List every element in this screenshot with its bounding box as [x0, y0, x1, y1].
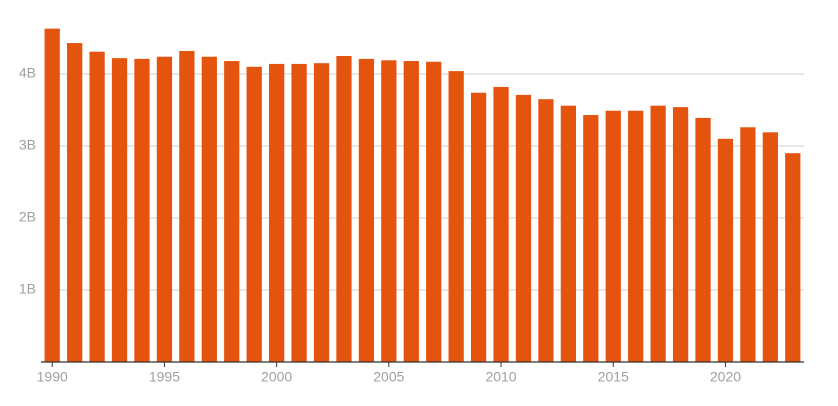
y-tick-label: 3B	[19, 137, 36, 153]
bar	[493, 86, 509, 363]
bar	[269, 63, 285, 363]
bar	[583, 115, 599, 362]
bar	[785, 153, 801, 362]
x-tick-label: 1990	[37, 369, 68, 385]
bar	[381, 60, 397, 362]
bar	[179, 50, 195, 363]
y-tick-label: 4B	[19, 65, 36, 81]
bar	[672, 107, 689, 363]
bar	[89, 51, 105, 363]
x-tick-label: 1995	[149, 369, 180, 385]
x-tick-label: 2010	[485, 369, 516, 385]
x-tick-label: 2015	[598, 369, 629, 385]
bar	[448, 71, 464, 363]
bar	[695, 117, 711, 362]
x-tick-label: 2020	[710, 369, 741, 385]
bar	[538, 99, 554, 362]
bar	[403, 61, 419, 362]
x-tick-label: 2000	[261, 369, 292, 385]
bar	[358, 58, 375, 362]
bar	[560, 105, 576, 363]
bar	[470, 92, 487, 362]
x-tick-label: 2005	[373, 369, 404, 385]
bar	[740, 127, 756, 362]
bar	[111, 58, 128, 362]
bar	[515, 94, 532, 362]
bar	[336, 56, 352, 362]
bar	[156, 56, 173, 362]
bar	[67, 43, 83, 362]
bar	[650, 105, 666, 363]
bar	[426, 61, 442, 362]
bar	[291, 63, 307, 363]
bar	[44, 28, 60, 362]
bar	[628, 110, 644, 362]
y-tick-label: 1B	[19, 281, 36, 297]
bar	[605, 110, 621, 362]
y-tick-label: 2B	[19, 209, 36, 225]
bar	[224, 61, 240, 362]
bar	[313, 63, 330, 362]
bar	[246, 66, 262, 363]
bar	[762, 132, 778, 362]
bar	[201, 56, 217, 362]
bar	[134, 58, 150, 362]
bar	[717, 138, 734, 362]
